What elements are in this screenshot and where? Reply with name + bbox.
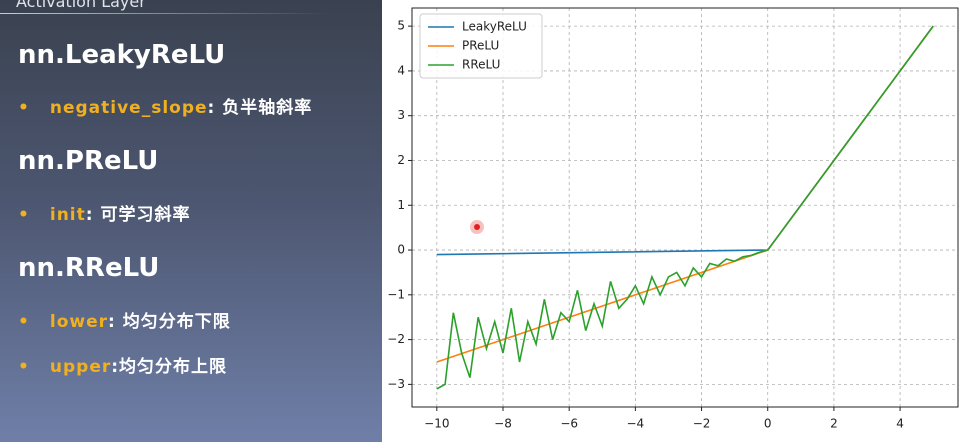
bullet: • lower: 均匀分布下限 [18, 307, 231, 332]
x-tick-label: −6 [560, 417, 578, 431]
x-tick-label: 0 [764, 417, 772, 431]
bullet-dot: • [18, 357, 30, 377]
bullet-dot: • [18, 205, 30, 225]
x-tick-label: −2 [693, 417, 711, 431]
cursor-highlight [470, 220, 484, 234]
y-tick-label: 1 [397, 198, 405, 212]
bullet-dot: • [18, 98, 30, 118]
y-tick-label: −3 [387, 377, 405, 391]
legend-label: RReLU [462, 58, 500, 72]
param-name: lower [49, 312, 108, 332]
legend-box [419, 13, 543, 79]
x-tick-label: −8 [494, 417, 512, 431]
bullet: • negative_slope: 负半轴斜率 [18, 93, 312, 118]
x-tick-label: −10 [424, 417, 449, 431]
bullet-dot: • [18, 312, 30, 332]
slide-panel: Activation Layer nn.LeakyReLU • negative_s… [0, 0, 382, 442]
param-name: negative_slope [49, 98, 208, 118]
x-tick-label: 4 [896, 417, 904, 431]
bullet: • upper:均匀分布上限 [18, 352, 227, 377]
x-tick-label: 2 [830, 417, 838, 431]
param-name: upper [49, 357, 112, 377]
section-title: nn.LeakyReLU [18, 40, 226, 70]
legend-label: LeakyReLU [462, 20, 527, 34]
plot-frame [411, 7, 959, 408]
param-name: init [49, 205, 86, 225]
series-line [436, 25, 934, 390]
y-tick-label: −2 [387, 332, 405, 346]
bullet: • init: 可学习斜率 [18, 200, 190, 225]
legend-label: PReLU [462, 39, 499, 53]
header-rule [0, 13, 330, 14]
y-tick-label: 3 [397, 108, 405, 122]
y-tick-label: −1 [387, 287, 405, 301]
param-desc: : 均匀分布下限 [108, 312, 231, 332]
param-desc: : 可学习斜率 [85, 205, 191, 225]
y-tick-label: 0 [397, 243, 405, 257]
y-tick-label: 4 [397, 63, 405, 77]
x-tick-label: −4 [627, 417, 645, 431]
y-tick-label: 5 [397, 19, 405, 33]
param-desc: : 负半轴斜率 [207, 98, 313, 118]
section-title: nn.RReLU [18, 253, 160, 283]
param-desc: :均匀分布上限 [111, 357, 228, 377]
y-tick-label: 2 [397, 153, 405, 167]
slide-header: Activation Layer [16, 0, 146, 11]
section-title: nn.PReLU [18, 146, 159, 176]
